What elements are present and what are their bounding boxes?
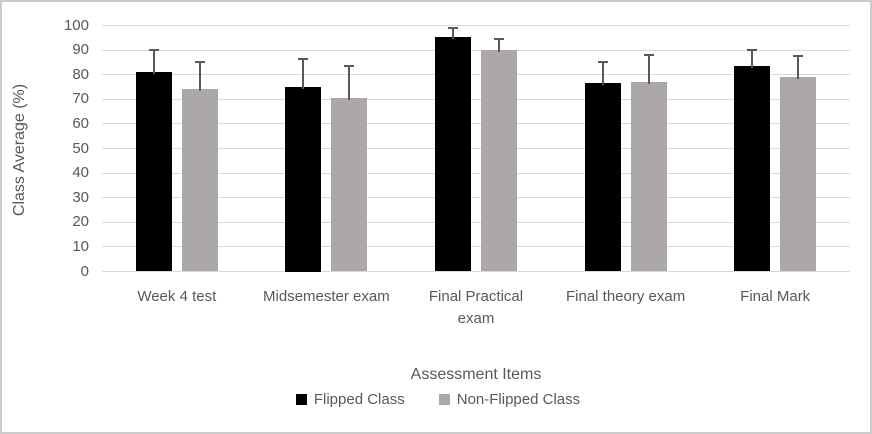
bar-flipped-class-cat4 [734,66,771,272]
gridline-y-70 [102,98,850,100]
bar-non-flipped-class-cat4 [780,77,817,272]
legend-label-flipped-class: Flipped Class [313,391,405,408]
y-tick-label-70: 70 [72,90,89,108]
error-bar-cap [448,26,458,29]
legend-item-flipped-class: Flipped Class [295,391,405,408]
non-flipped-class-swatch-icon [438,394,450,405]
gridline-y-30 [102,197,850,199]
y-tick-label-0: 0 [80,262,89,280]
x-category-label-4: Final Mark [740,287,811,305]
gridline-y-0 [102,271,850,272]
y-tick-label-60: 60 [72,114,89,132]
legend: Flipped Class Non-Flipped Class [2,391,870,408]
legend-item-non-flipped-class: Non-Flipped Class [438,391,581,408]
bar-non-flipped-class-cat0 [181,89,218,272]
x-category-label-2: Final Practical exam [428,287,524,327]
y-tick-label-40: 40 [72,164,89,182]
x-category-label-3: Final theory exam [565,287,686,305]
y-tick-label-20: 20 [72,213,89,231]
y-tick-label-90: 90 [72,41,89,59]
y-tick-label-80: 80 [72,65,89,83]
error-bar-cap [643,54,654,57]
x-category-label-0: Week 4 test [137,287,217,305]
bar-non-flipped-class-cat2 [481,50,517,272]
error-bar-cap [148,49,159,52]
y-tick-label-30: 30 [72,188,89,206]
bar-flipped-class-cat0 [135,72,172,272]
gridline-y-100 [102,25,850,26]
bar-non-flipped-class-cat1 [331,98,368,272]
bar-non-flipped-class-cat3 [630,82,667,272]
error-bar-cap [344,65,355,68]
error-bar-stem [348,66,351,101]
bar-flipped-class-cat2 [435,36,471,272]
gridline-y-80 [102,74,850,76]
y-tick-label-50: 50 [72,139,89,157]
error-bar-stem [498,39,500,53]
error-bar-stem [751,50,754,69]
x-category-label-1: Midsemester exam [263,287,390,305]
error-bar-cap [793,55,804,58]
y-axis-title: Class Average (%) [11,83,28,217]
error-bar-stem [452,27,454,39]
error-bar-cap [747,49,758,52]
error-bar-stem [797,56,800,80]
error-bar-cap [597,61,608,64]
error-bar-stem [302,58,305,89]
gridline-y-90 [102,49,850,51]
bar-flipped-class-cat1 [285,87,322,272]
y-tick-label-100: 100 [63,16,89,34]
gridline-y-40 [102,172,850,174]
gridline-y-10 [102,246,850,248]
legend-label-non-flipped-class: Non-Flipped Class [456,391,581,408]
error-bar-stem [198,62,201,92]
gridline-y-50 [102,148,850,149]
y-tick-label-10: 10 [72,237,89,255]
error-bar-cap [194,61,205,64]
error-bar-cap [298,57,309,60]
error-bar-cap [494,38,504,41]
gridline-y-20 [102,221,850,223]
flipped-class-swatch-icon [295,394,307,405]
x-axis-title: Assessment Items [410,366,542,383]
bar-flipped-class-cat3 [584,83,621,272]
error-bar-stem [152,50,155,75]
gridline-y-60 [102,123,850,125]
error-bar-stem [601,62,604,86]
error-bar-stem [647,55,650,85]
